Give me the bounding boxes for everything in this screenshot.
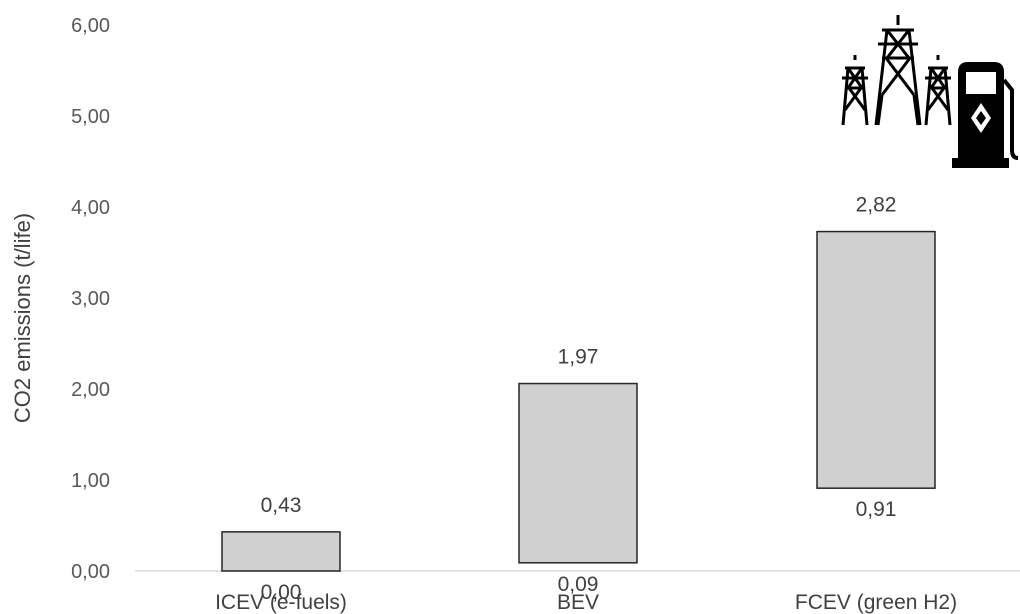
y-tick-label: 2,00 — [71, 379, 110, 401]
y-axis-label: CO2 emissions (t/life) — [10, 213, 35, 423]
y-tick-label: 4,00 — [71, 197, 110, 219]
x-category-label: BEV — [557, 591, 599, 614]
y-tick-label: 1,00 — [71, 470, 110, 492]
power-pylons-icon — [841, 15, 952, 126]
y-tick-label: 3,00 — [71, 288, 110, 310]
data-label-low: 0,09 — [558, 573, 599, 596]
bar — [518, 382, 638, 564]
fuel-pump-icon — [952, 62, 1019, 168]
bars — [221, 230, 936, 572]
y-tick-label: 0,00 — [71, 561, 110, 583]
data-label-low: 0,91 — [856, 498, 897, 521]
x-category-label: ICEV (e-fuels) — [215, 591, 347, 614]
bar — [221, 531, 341, 572]
y-tick-label: 6,00 — [71, 15, 110, 37]
x-axis-categories: ICEV (e-fuels) BEV FCEV (green H2) — [215, 591, 957, 614]
y-tick-label: 5,00 — [71, 106, 110, 128]
x-category-label: FCEV (green H2) — [795, 591, 957, 614]
data-label-low: 0,00 — [261, 581, 302, 604]
data-label-range: 0,43 — [261, 494, 302, 517]
data-label-range: 2,82 — [856, 194, 897, 217]
y-axis-ticks: 0,00 1,00 2,00 3,00 4,00 5,00 6,00 — [71, 15, 110, 583]
bar — [816, 230, 936, 489]
data-label-range: 1,97 — [558, 346, 599, 369]
data-labels: 0,43 0,00 1,97 0,09 2,82 0,91 — [261, 194, 897, 604]
